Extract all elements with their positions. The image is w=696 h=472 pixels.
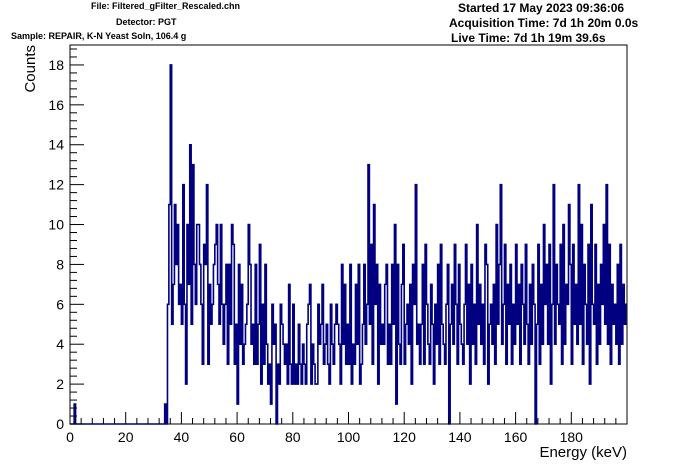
y-tick-label: 6 [56, 296, 64, 312]
started-label: Started 17 May 2023 09:36:06 [458, 1, 625, 15]
y-tick-label: 18 [48, 57, 64, 73]
y-tick-label: 10 [48, 217, 64, 233]
y-tick-label: 12 [48, 177, 64, 193]
y-tick-label: 8 [56, 256, 64, 272]
y-tick-label: 14 [48, 137, 64, 153]
x-tick-label: 20 [118, 429, 134, 445]
acquisition-time-label: Acquisition Time: 7d 1h 20m 0.0s [449, 16, 639, 30]
x-axis-title: Energy (keV) [539, 444, 627, 461]
sample-label: Sample: REPAIR, K-N Yeast Soln, 106.4 g [11, 31, 187, 41]
file-label: File: Filtered_gFilter_Rescaled.chn [91, 1, 241, 11]
x-tick-label: 180 [560, 429, 584, 445]
histogram-series [70, 64, 627, 425]
x-axis: 0 20 40 60 80 100 120 140 160 180 [66, 412, 628, 445]
histogram-line [70, 64, 627, 425]
x-tick-label: 100 [337, 429, 361, 445]
y-tick-label: 4 [56, 336, 64, 352]
x-tick-label: 140 [448, 429, 472, 445]
x-tick-label: 120 [393, 429, 417, 445]
live-time-label: Live Time: 7d 1h 19m 39.6s [451, 31, 606, 45]
x-tick-label: 60 [229, 429, 245, 445]
y-tick-label: 0 [56, 416, 64, 432]
x-tick-label: 80 [285, 429, 301, 445]
y-tick-label: 2 [56, 376, 64, 392]
detector-label: Detector: PGT [116, 17, 177, 27]
y-axis-title: Counts [22, 45, 39, 93]
x-tick-label: 40 [174, 429, 190, 445]
y-axis: 0 2 4 6 8 10 12 14 16 18 [48, 48, 84, 432]
y-tick-label: 16 [48, 97, 64, 113]
x-tick-label: 160 [504, 429, 528, 445]
x-tick-label: 0 [66, 429, 74, 445]
